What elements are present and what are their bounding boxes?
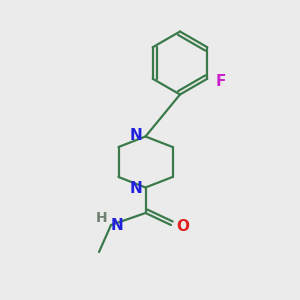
Text: O: O [176,219,189,234]
Text: N: N [110,218,123,232]
Text: H: H [96,212,107,225]
Text: F: F [216,74,226,89]
Text: N: N [129,128,142,143]
Text: N: N [129,181,142,196]
